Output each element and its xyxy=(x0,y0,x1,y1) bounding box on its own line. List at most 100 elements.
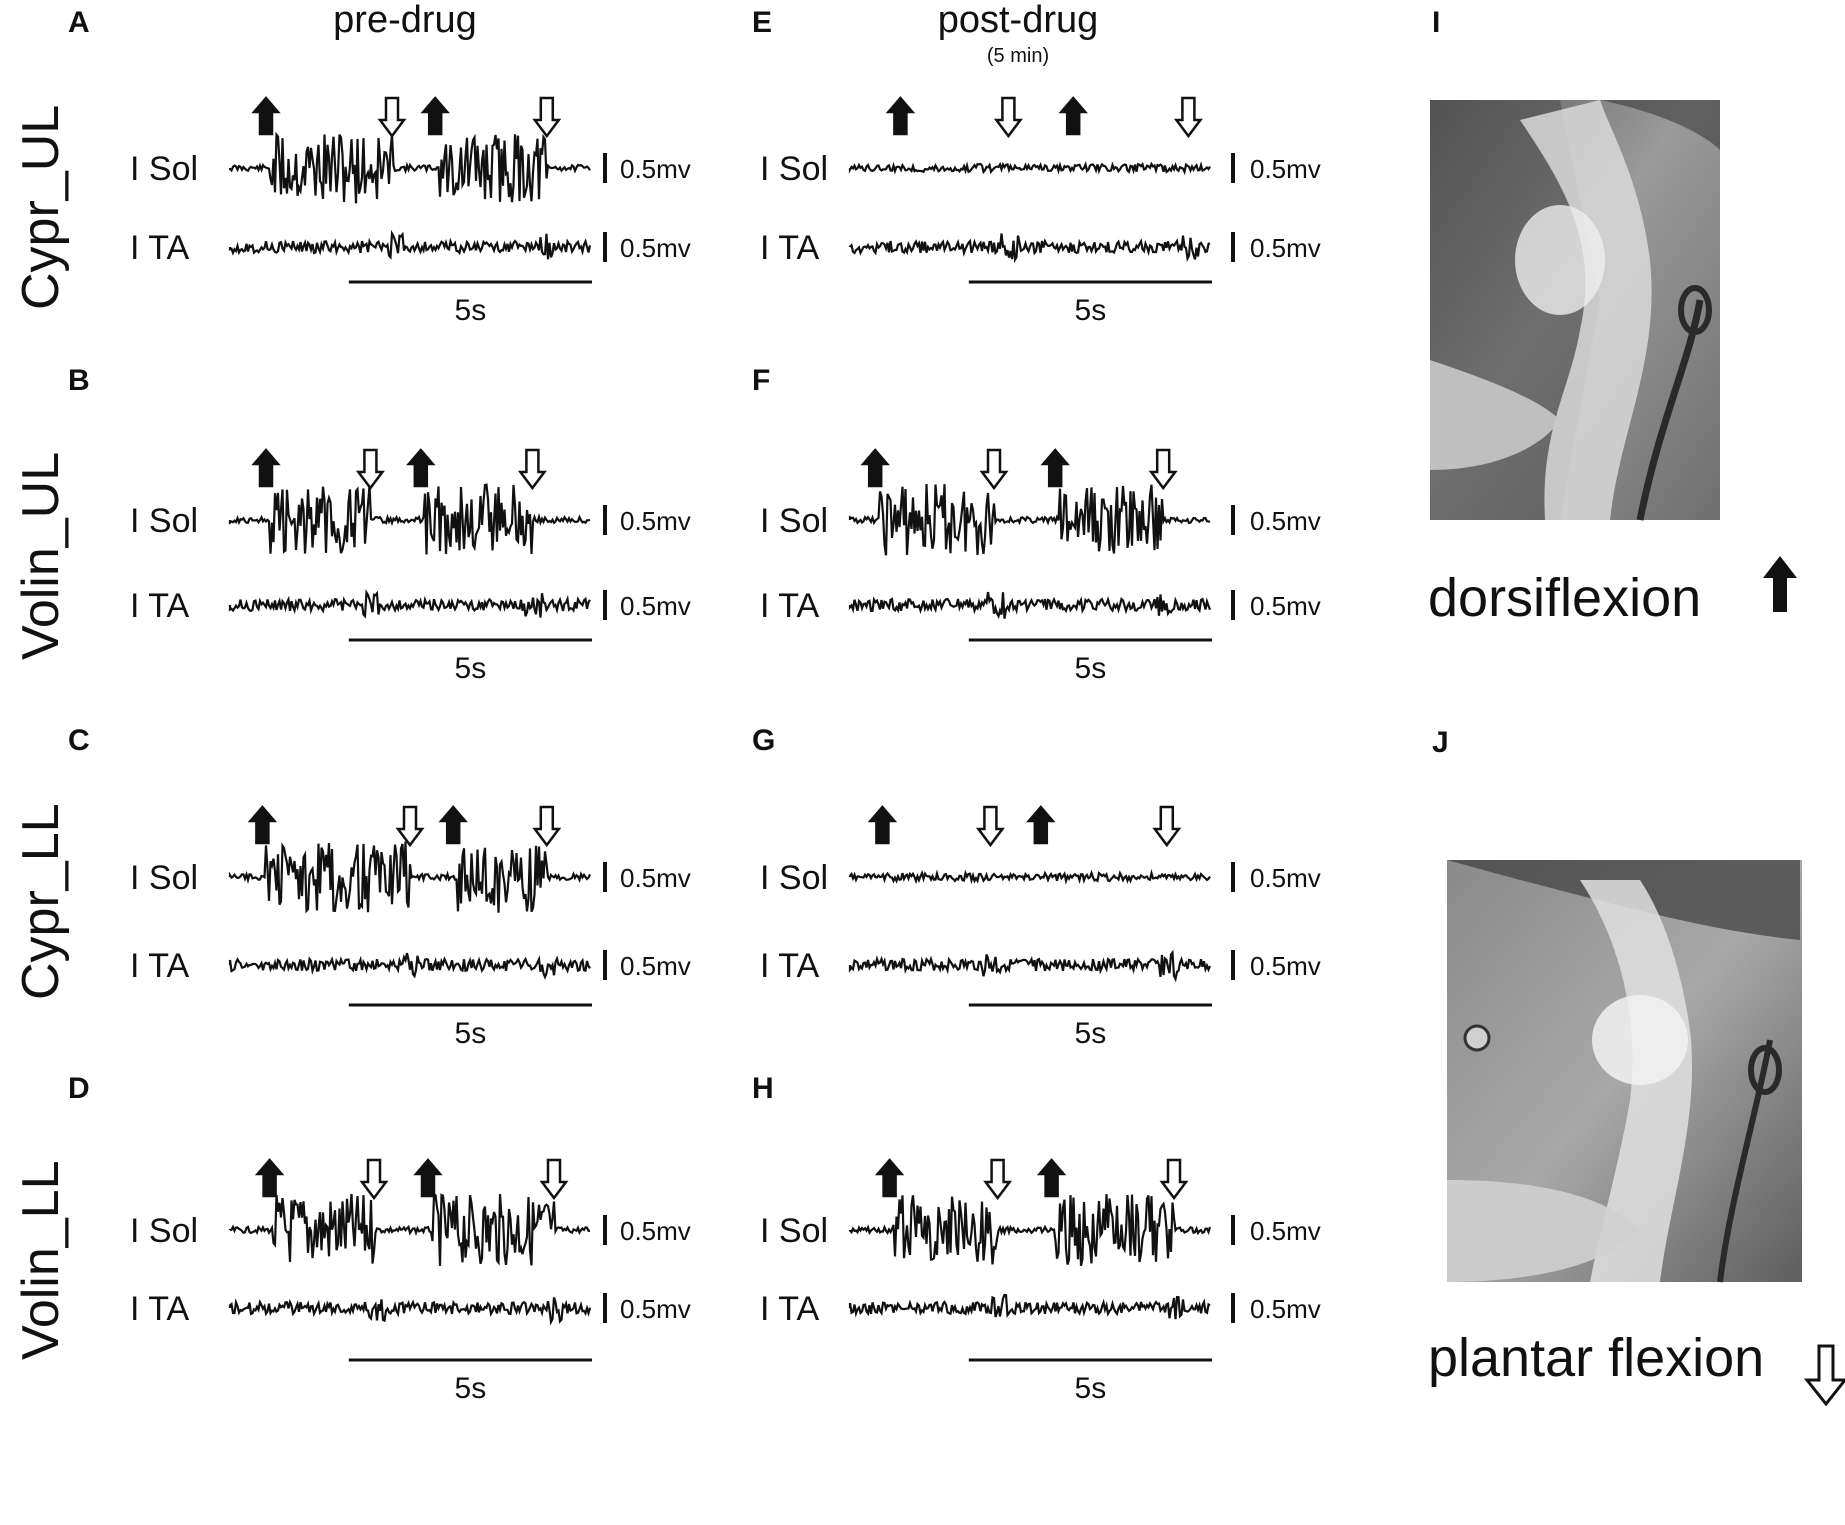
panel-g: G I Sol I TA 0.5mv 0.5mv 5s xyxy=(752,724,1321,1050)
plantar-flexion-arrow-icon xyxy=(1159,1158,1189,1201)
plantar-flexion-arrow-icon xyxy=(377,96,407,139)
panel-label-c: C xyxy=(68,724,90,757)
panel-e: E I Sol I TA 0.5mv 0.5mv 5s xyxy=(752,6,1321,327)
channel-label-ta: I TA xyxy=(760,947,820,985)
plantar-flexion-arrow-icon xyxy=(993,96,1023,139)
row-label-volin-ll: Volin_LL xyxy=(12,1160,70,1360)
amplitude-scale-label-ta: 0.5mv xyxy=(1250,233,1321,263)
time-scale-label: 5s xyxy=(455,652,487,685)
row-label-volin-ul: Volin_UL xyxy=(12,452,70,660)
dorsiflexion-arrow-icon xyxy=(1058,96,1088,136)
panel-label-a: A xyxy=(68,6,90,39)
hollow-down-arrow-icon xyxy=(1803,1344,1845,1407)
dorsiflexion-caption: dorsiflexion xyxy=(1428,568,1701,628)
channel-label-ta: I TA xyxy=(760,1290,820,1328)
channel-label-sol: I Sol xyxy=(760,150,828,188)
amplitude-scale-label-sol: 0.5mv xyxy=(620,863,691,893)
dorsiflexion-arrow-icon xyxy=(1036,1158,1067,1198)
panel-label-e: E xyxy=(752,6,772,39)
panel-label-j: J xyxy=(1432,726,1449,759)
channel-label-ta: I TA xyxy=(130,947,190,985)
dorsiflexion-arrow-icon xyxy=(860,448,890,488)
amplitude-scale-label-ta: 0.5mv xyxy=(1250,1294,1321,1324)
ta-emg-trace xyxy=(228,952,591,980)
plantar-flexion-arrow-icon xyxy=(983,1158,1013,1201)
amplitude-scale-label-ta: 0.5mv xyxy=(620,951,691,981)
dorsiflexion-arrow-icon xyxy=(420,96,450,136)
ta-emg-trace xyxy=(228,1297,592,1326)
plantar-flexion-arrow-icon xyxy=(532,805,562,848)
amplitude-scale-label-sol: 0.5mv xyxy=(620,506,691,536)
dorsiflexion-photo xyxy=(1430,100,1720,521)
time-scale-label: 5s xyxy=(455,294,487,327)
plantar-flexion-caption: plantar flexion xyxy=(1428,1328,1764,1388)
sol-emg-trace xyxy=(228,131,591,204)
ta-emg-trace xyxy=(848,949,1212,983)
amplitude-scale-label-ta: 0.5mv xyxy=(620,233,691,263)
panel-label-i: I xyxy=(1432,6,1440,39)
dorsiflexion-arrow-icon xyxy=(1026,805,1056,845)
dorsiflexion-arrow-icon xyxy=(251,96,281,136)
sol-emg-trace xyxy=(848,484,1211,556)
channel-label-ta: I TA xyxy=(130,1290,190,1328)
channel-label-ta: I TA xyxy=(130,229,190,267)
panel-c: C I Sol I TA 0.5mv 0.5mv 5s xyxy=(68,724,691,1050)
amplitude-scale-label-sol: 0.5mv xyxy=(1250,506,1321,536)
amplitude-scale-label-sol: 0.5mv xyxy=(1250,863,1321,893)
amplitude-scale-label-sol: 0.5mv xyxy=(1250,154,1321,184)
channel-label-ta: I TA xyxy=(760,587,820,625)
time-scale-label: 5s xyxy=(1075,294,1107,327)
panel-label-g: G xyxy=(752,724,775,757)
time-scale-label: 5s xyxy=(1075,652,1107,685)
ta-emg-trace xyxy=(848,1293,1211,1320)
plantar-flexion-arrow-icon xyxy=(1148,448,1178,491)
plantar-flexion-arrow-icon xyxy=(355,448,385,491)
channel-label-sol: I Sol xyxy=(130,859,198,897)
panel-h: H I Sol I TA 0.5mv 0.5mv 5s xyxy=(752,1072,1321,1405)
ta-emg-trace xyxy=(848,233,1211,264)
panel-label-f: F xyxy=(752,364,770,397)
plantar-flexion-arrow-icon xyxy=(532,96,562,139)
time-scale-label: 5s xyxy=(455,1017,487,1050)
dorsiflexion-arrow-icon xyxy=(867,805,898,845)
panel-f: F I Sol I TA 0.5mv 0.5mv 5s xyxy=(752,364,1321,685)
channel-label-ta: I TA xyxy=(130,587,190,625)
time-scale-label: 5s xyxy=(455,1372,487,1405)
amplitude-scale-label-ta: 0.5mv xyxy=(1250,951,1321,981)
panel-b: B I Sol I TA 0.5mv 0.5mv 5s xyxy=(68,364,691,685)
amplitude-scale-label-sol: 0.5mv xyxy=(620,1216,691,1246)
channel-label-sol: I Sol xyxy=(130,1212,198,1250)
amplitude-scale-label-ta: 0.5mv xyxy=(1250,591,1321,621)
channel-label-sol: I Sol xyxy=(760,502,828,540)
sol-emg-trace xyxy=(228,841,591,914)
panel-label-b: B xyxy=(68,364,90,397)
header-post-drug-subtitle: (5 min) xyxy=(987,45,1049,67)
plantar-flexion-arrow-icon xyxy=(975,805,1005,848)
amplitude-scale-label-ta: 0.5mv xyxy=(620,1294,691,1324)
header-post-drug: post-drug xyxy=(938,0,1099,41)
plantar-flexion-arrow-icon xyxy=(395,805,425,848)
dorsiflexion-arrow-icon xyxy=(438,805,468,845)
plantar-flexion-photo xyxy=(1447,860,1802,1283)
panel-a: A I Sol I TA 0.5mv 0.5mv 5s xyxy=(68,6,691,327)
plantar-flexion-arrow-icon xyxy=(979,448,1009,491)
dorsiflexion-arrow-icon xyxy=(874,1158,905,1198)
panel-label-h: H xyxy=(752,1072,774,1105)
plantar-flexion-arrow-icon xyxy=(539,1158,569,1201)
channel-label-ta: I TA xyxy=(760,229,820,267)
header-pre-drug: pre-drug xyxy=(333,0,477,41)
dorsiflexion-arrow-icon xyxy=(254,1158,285,1198)
panel-label-d: D xyxy=(68,1072,90,1105)
dorsiflexion-arrow-icon xyxy=(406,448,436,488)
filled-up-arrow-icon xyxy=(1763,556,1797,612)
sol-emg-trace xyxy=(848,868,1211,885)
dorsiflexion-arrow-icon xyxy=(413,1158,443,1198)
sol-emg-trace xyxy=(848,1194,1212,1267)
sol-emg-trace xyxy=(228,1192,591,1266)
ta-emg-trace xyxy=(848,591,1212,620)
row-label-cypr-ul: Cypr_UL xyxy=(12,105,70,310)
dorsiflexion-arrow-icon xyxy=(247,805,278,845)
sol-emg-trace xyxy=(848,160,1211,176)
channel-label-sol: I Sol xyxy=(130,502,198,540)
